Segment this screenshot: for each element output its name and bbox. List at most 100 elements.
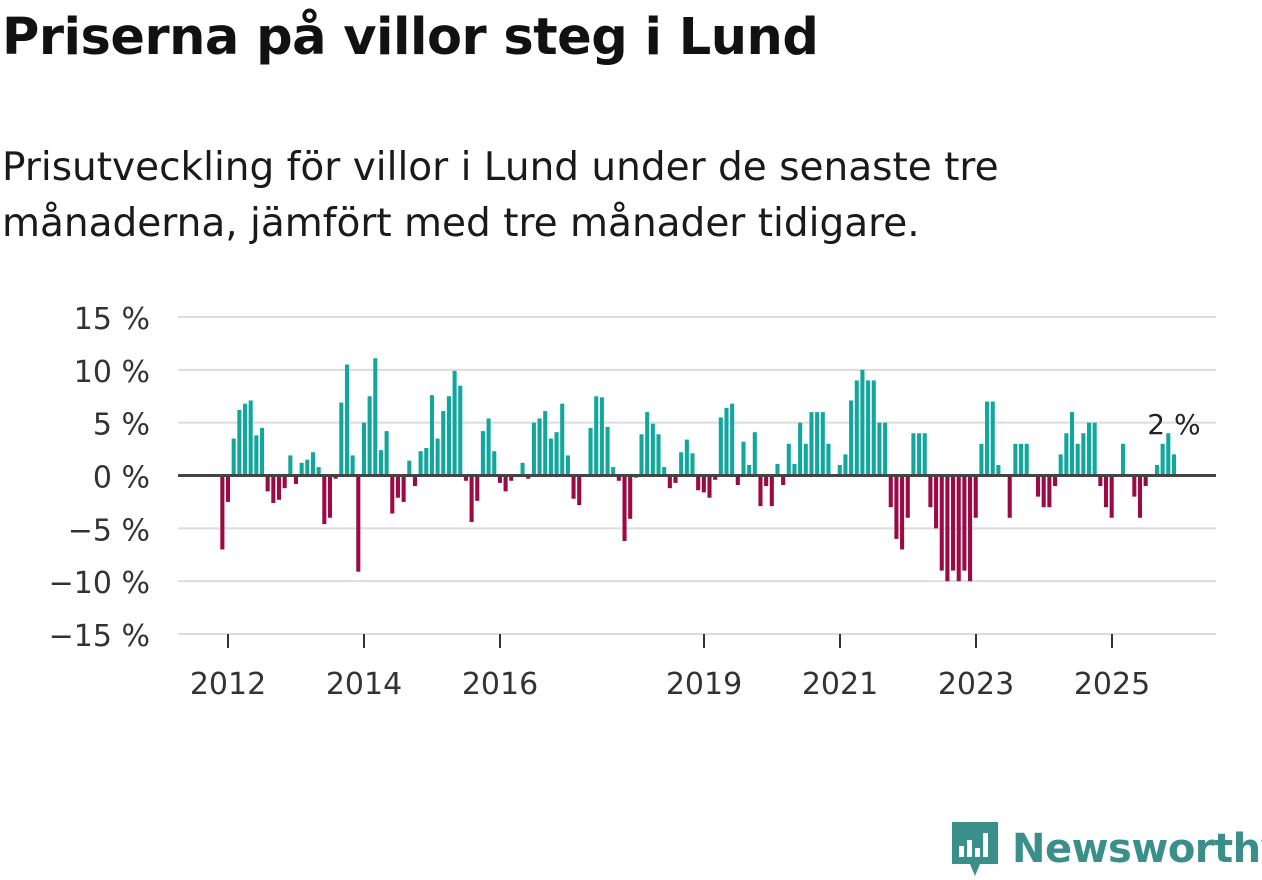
bar (1109, 475, 1114, 518)
bar (883, 422, 888, 476)
bar (639, 434, 644, 476)
bar (565, 455, 570, 476)
bar (418, 451, 423, 476)
bar (339, 402, 344, 476)
bar (605, 426, 610, 476)
bar (860, 369, 865, 476)
x-tick-label: 2016 (462, 667, 538, 702)
bar (752, 432, 757, 476)
bar (645, 412, 650, 476)
gridlines (178, 316, 1216, 635)
bar (798, 422, 803, 476)
brand-logo: Newsworthy (950, 818, 1262, 880)
bar (1092, 422, 1097, 476)
bar (724, 407, 729, 476)
bar (934, 475, 939, 529)
bar (843, 454, 848, 476)
bar (888, 475, 893, 508)
y-axis: 15 % 10 % 5 % 0 % −5 % −10 % −15 % (49, 302, 150, 654)
x-tick-label: 2021 (802, 667, 878, 702)
bar (271, 475, 276, 503)
bar (452, 370, 457, 476)
bar (554, 432, 559, 476)
bar (1132, 475, 1137, 497)
brand-name: Newsworthy (1012, 826, 1262, 872)
bar (622, 475, 627, 542)
bar (1154, 464, 1160, 476)
bar (1064, 433, 1069, 476)
bar (299, 462, 304, 476)
bar (356, 475, 361, 572)
bar (973, 475, 978, 518)
bar (900, 475, 905, 550)
bar (1058, 454, 1063, 476)
bar (350, 455, 355, 476)
bar (509, 475, 514, 481)
bar (917, 433, 922, 476)
bar (718, 417, 723, 476)
bar (497, 475, 502, 483)
bar (730, 403, 735, 476)
bar (242, 403, 248, 476)
bar (1166, 433, 1171, 476)
bar (520, 462, 525, 476)
bar (310, 452, 316, 476)
bar (1081, 433, 1086, 476)
bar (1137, 475, 1143, 518)
bar (463, 475, 468, 481)
y-tick-label: −15 % (49, 619, 150, 654)
bar (537, 418, 542, 476)
bar (781, 475, 786, 486)
y-tick-label: 0 % (93, 461, 150, 496)
bar (475, 475, 480, 501)
bar (1041, 475, 1046, 508)
bar (764, 475, 769, 487)
bar (650, 423, 655, 476)
bar (962, 475, 967, 571)
bar (492, 451, 497, 476)
bar (968, 475, 973, 582)
bar (373, 358, 378, 476)
bar (293, 475, 299, 484)
x-tick-label: 2025 (1074, 667, 1150, 702)
bar (996, 464, 1001, 476)
y-tick-label: 10 % (74, 355, 150, 390)
bar (531, 422, 536, 476)
bar (237, 409, 242, 476)
bar (707, 475, 712, 498)
bar (803, 443, 808, 476)
bar (1171, 454, 1177, 476)
bar (956, 475, 961, 582)
bar (985, 401, 990, 476)
bar (713, 475, 718, 480)
bar (837, 464, 842, 476)
bar (990, 401, 995, 476)
bar (276, 475, 282, 500)
bar (412, 475, 417, 487)
bar (815, 412, 820, 476)
bar (435, 438, 440, 476)
bar (979, 443, 984, 476)
bar (775, 463, 780, 476)
bar (820, 412, 825, 476)
bar (1069, 412, 1075, 476)
bar (316, 467, 321, 476)
bar (877, 422, 882, 476)
bar (741, 441, 746, 476)
bar (611, 467, 616, 476)
bar (616, 475, 621, 481)
bar (322, 475, 327, 525)
bar (735, 475, 740, 486)
bar (1103, 475, 1109, 508)
bar (945, 475, 950, 582)
bar (282, 475, 287, 489)
bar (690, 453, 695, 476)
chart-subtitle: Prisutveckling för villor i Lund under d… (2, 145, 999, 246)
last-value-annotation: 2 % (1147, 408, 1200, 441)
bar (390, 475, 395, 514)
bar (1047, 475, 1052, 508)
bar (327, 475, 333, 518)
bar (1035, 475, 1041, 497)
bar (526, 475, 531, 479)
bar (1013, 443, 1018, 476)
